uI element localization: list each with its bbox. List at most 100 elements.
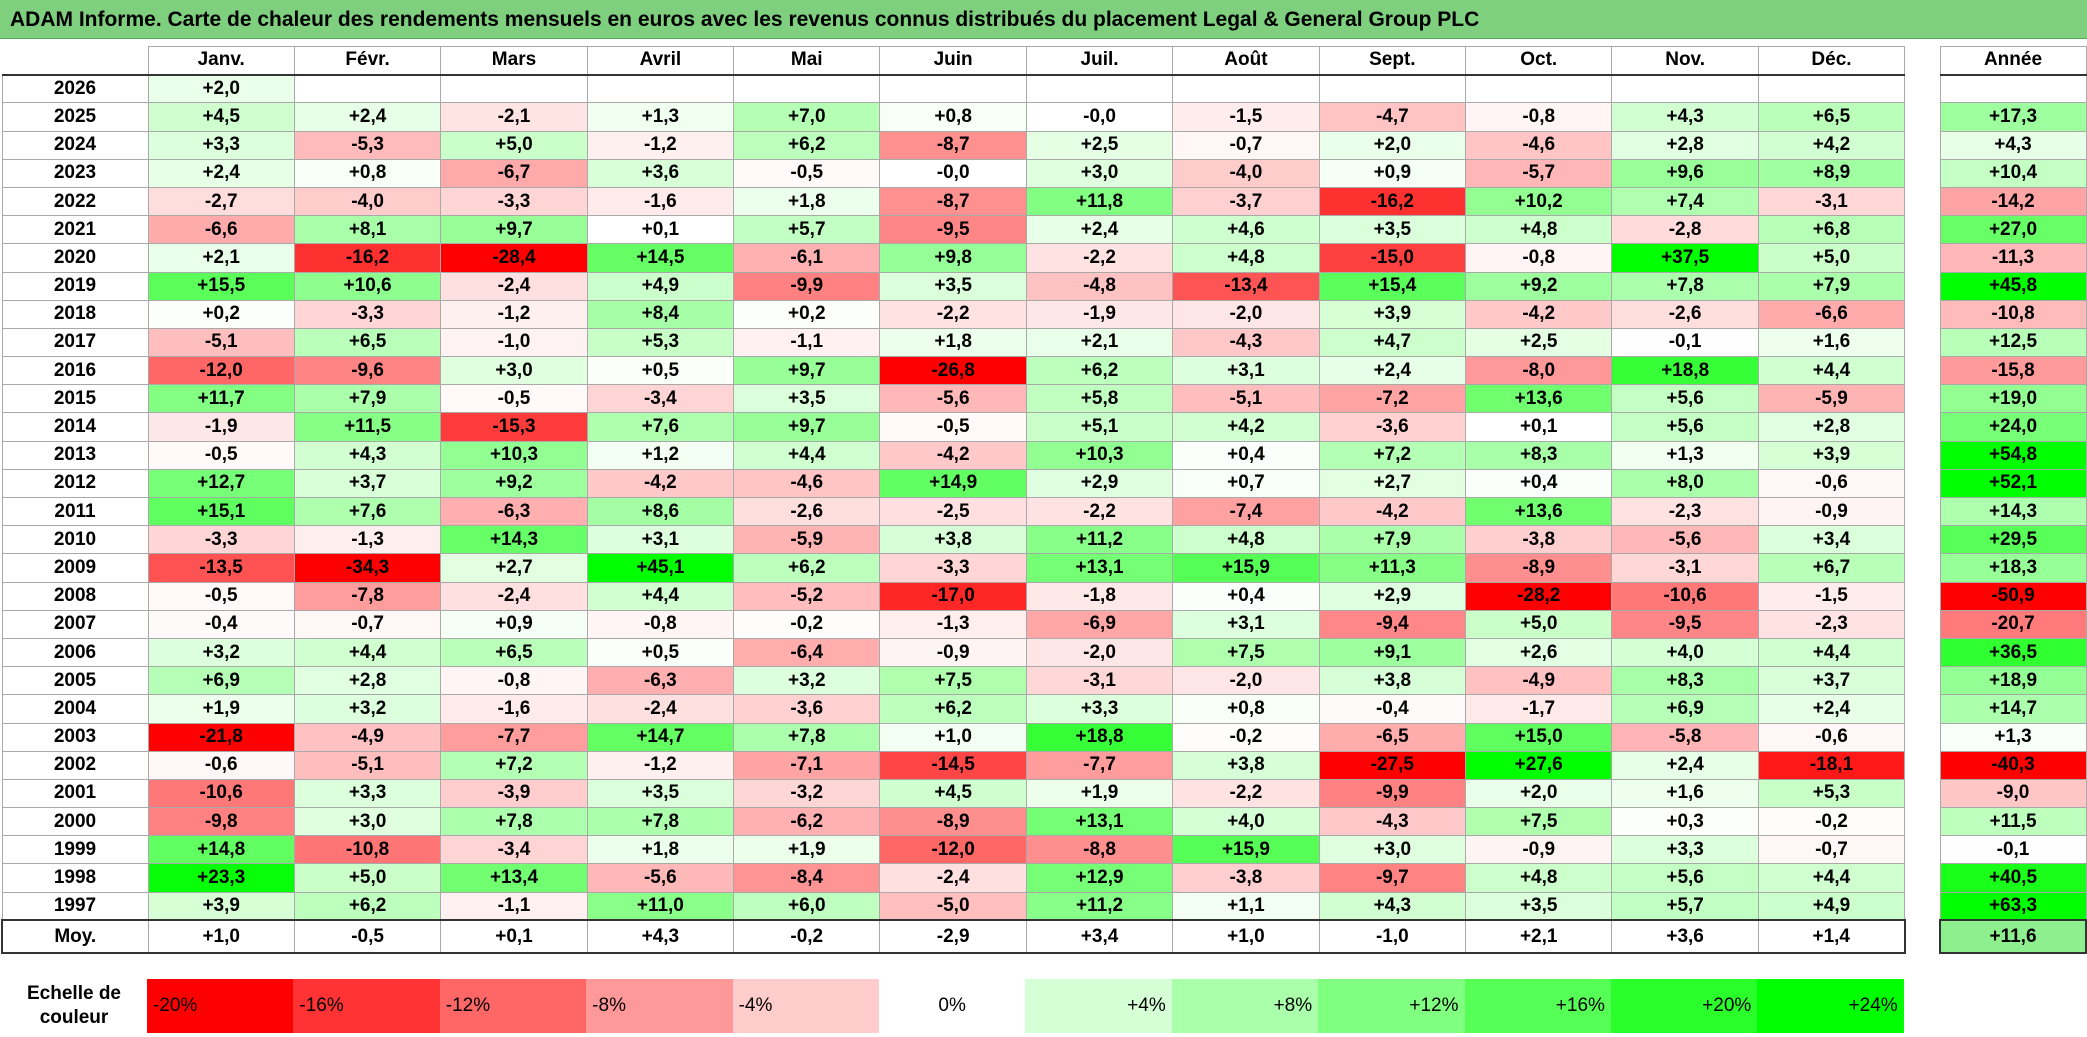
heatmap-cell: -5,3 (293, 130, 442, 160)
year-row: 2011 +15,1 +7,6 -6,3 +8,6 -2,6 -2,5 -2,2 -7,4 -4,… (1, 496, 1906, 527)
color-scale-swatch: +20% (1610, 979, 1758, 1033)
heatmap-cell: -2,5 (879, 496, 1027, 527)
average-cell: -0,5 (293, 919, 442, 955)
heatmap-cell: +7,9 (1757, 271, 1906, 301)
heatmap-cell: -3,6 (733, 694, 881, 724)
year-row: 1998 +23,3 +5,0 +13,4 -5,6 -8,4 -2,4 +12,9 -3,8-… (1, 863, 1906, 893)
annual-cell: -20,7 (1939, 609, 2087, 639)
heatmap-cell: +4,3 (293, 440, 442, 470)
year-label: 2004 (1, 694, 149, 724)
heatmap-cell: +3,0 (1025, 158, 1174, 188)
heatmap-cell (586, 74, 735, 104)
heatmap-cell: +0,5 (586, 637, 735, 668)
heatmap-cell: -2,3 (1611, 496, 1759, 527)
year-row: 2008 -0,5 -7,8 -2,4 +4,4 -5,2 -17,0 -1,8 +0,4 +2,… (1, 581, 1906, 611)
heatmap-cell: +2,4 (1318, 356, 1467, 386)
heatmap-cell: -5,7 (1465, 158, 1613, 188)
annual-row: +40,5 (1939, 863, 2087, 893)
heatmap-cell: +1,8 (733, 186, 881, 217)
heatmap-cell: +7,8 (733, 722, 881, 752)
heatmap-cell: -1,8 (1025, 581, 1174, 611)
month-header: Févr. (293, 45, 442, 76)
heatmap-cell: -6,4 (733, 637, 881, 668)
heatmap-cell: +2,5 (1465, 327, 1613, 358)
heatmap-cell: +18,8 (1611, 356, 1759, 386)
heatmap-cell: -12,0 (879, 835, 1027, 865)
annual-row: +24,0 (1939, 412, 2087, 442)
heatmap-cell: +0,2 (733, 299, 881, 329)
heatmap-cell: +3,8 (879, 525, 1027, 555)
heatmap-cell: +8,9 (1757, 158, 1906, 188)
heatmap-cell: -5,2 (733, 581, 881, 611)
heatmap-cell: -6,3 (440, 496, 588, 527)
heatmap-cell: -0,6 (1757, 722, 1906, 752)
annual-cell: +54,8 (1939, 440, 2087, 470)
heatmap-cell: +5,7 (733, 215, 881, 245)
heatmap-cell: -3,2 (733, 778, 881, 809)
average-cell: +1,4 (1757, 919, 1906, 955)
heatmap-cell: +9,2 (1465, 271, 1613, 301)
year-label: 1999 (1, 835, 149, 865)
heatmap-cell: -1,1 (440, 891, 588, 921)
heatmap-cell: -5,8 (1611, 722, 1759, 752)
heatmap-cell: +3,1 (1172, 609, 1320, 639)
heatmap-cell: +6,0 (733, 891, 881, 921)
year-row: 1999 +14,8 -10,8 -3,4 +1,8 +1,9 -12,0 -8,8 +15,9… (1, 835, 1906, 865)
heatmap-cell: +3,4 (1757, 525, 1906, 555)
heatmap-cell: -8,8 (1025, 835, 1174, 865)
heatmap-cell: +23,3 (147, 863, 295, 893)
year-label: 2002 (1, 750, 149, 780)
year-row: 1997 +3,9 +6,2 -1,1 +11,0 +6,0 -5,0 +11,2 +1,1 +4… (1, 891, 1906, 921)
heatmap-cell: +4,9 (586, 271, 735, 301)
heatmap-cell: -4,3 (1172, 327, 1320, 358)
year-label: 1998 (1, 863, 149, 893)
heatmap-cell: +3,9 (147, 891, 295, 921)
annual-cell: +18,3 (1939, 553, 2087, 583)
heatmap-cell: +4,3 (1318, 891, 1467, 921)
month-header: Août (1172, 45, 1320, 76)
annual-row: +63,3 (1939, 891, 2087, 921)
heatmap-cell: -10,6 (1611, 581, 1759, 611)
heatmap-cell: -1,1 (733, 327, 881, 358)
year-label: 2012 (1, 468, 149, 499)
heatmap-cell: +15,1 (147, 496, 295, 527)
annual-row: +36,5 (1939, 637, 2087, 668)
annual-cell: -15,8 (1939, 356, 2087, 386)
heatmap-cell: +14,8 (147, 835, 295, 865)
heatmap-cell: -3,1 (1611, 553, 1759, 583)
heatmap-cell: +6,8 (1757, 215, 1906, 245)
heatmap-cell: -9,7 (1318, 863, 1467, 893)
heatmap-cell: -0,7 (293, 609, 442, 639)
heatmap-cell (879, 74, 1027, 104)
year-row: 2004 +1,9 +3,2 -1,6 -2,4 -3,6 +6,2 +3,3 +0,8 -0,4… (1, 694, 1906, 724)
heatmap-cell: -3,6 (1318, 412, 1467, 442)
heatmap-cell: +5,6 (1611, 863, 1759, 893)
heatmap-cell: -17,0 (879, 581, 1027, 611)
annual-cell: -10,8 (1939, 299, 2087, 329)
annual-row: +11,5 (1939, 807, 2087, 837)
annual-row: +14,7 (1939, 694, 2087, 724)
heatmap-cell: +2,9 (1318, 581, 1467, 611)
page-title: ADAM Informe. Carte de chaleur des rende… (0, 0, 2087, 39)
heatmap-cell: +6,9 (1611, 694, 1759, 724)
heatmap-cell: +6,9 (147, 666, 295, 696)
heatmap-cell: -4,3 (1318, 807, 1467, 837)
heatmap-cell: +7,8 (440, 807, 588, 837)
month-header: Oct. (1465, 45, 1613, 76)
heatmap-cell: -3,8 (1172, 863, 1320, 893)
year-row: 2023 +2,4 +0,8 -6,7 +3,6 -0,5 -0,0 +3,0 -4,0 +0,9… (1, 158, 1906, 188)
heatmap-cell: +7,9 (1318, 525, 1467, 555)
average-cell: -1,0 (1318, 919, 1467, 955)
heatmap-cell: +0,1 (586, 215, 735, 245)
heatmap-cell: +1,3 (586, 102, 735, 132)
heatmap-cell: -2,4 (440, 581, 588, 611)
annual-row: +1,3 (1939, 722, 2087, 752)
heatmap-cell: -1,2 (440, 299, 588, 329)
heatmap-cell: +14,3 (440, 525, 588, 555)
heatmap-cell (733, 74, 881, 104)
heatmap-cell: +8,3 (1465, 440, 1613, 470)
color-scale-swatch: -12% (439, 979, 587, 1033)
year-label: 2010 (1, 525, 149, 555)
heatmap-cell: +3,5 (1318, 215, 1467, 245)
year-row: 2005 +6,9 +2,8 -0,8 -6,3 +3,2 +7,5 -3,1 -2,0 +3,8… (1, 666, 1906, 696)
